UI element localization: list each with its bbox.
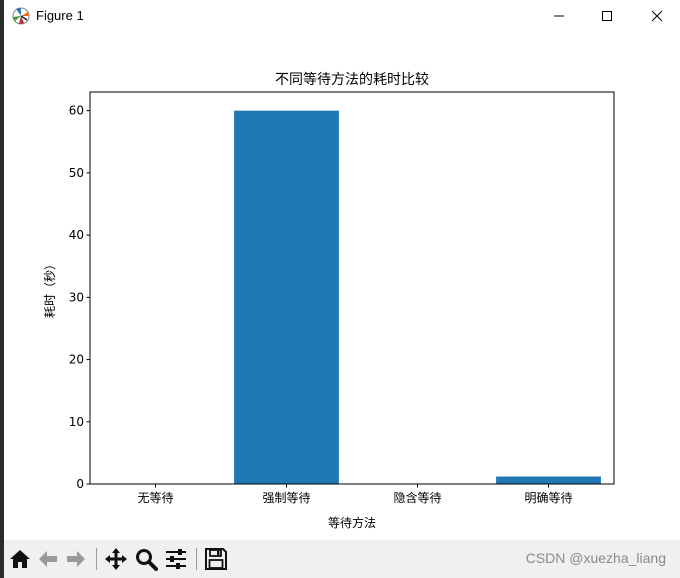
y-tick-label: 60 — [69, 104, 84, 118]
x-tick-label: 明确等待 — [524, 491, 572, 505]
y-axis-label: 耗时（秒） — [43, 258, 57, 318]
maximize-icon — [602, 11, 612, 21]
window-titlebar: Figure 1 — [4, 0, 680, 32]
navigation-toolbar: CSDN @xuezha_liang — [4, 540, 680, 578]
bar-chart: 不同等待方法的耗时比较 0 10 20 30 40 50 60 无等待 强制等待 隐含等待 明确等… — [43, 71, 615, 530]
home-icon[interactable] — [8, 547, 32, 571]
toolbar-separator — [196, 548, 197, 570]
y-tick-label: 30 — [69, 290, 84, 304]
pan-icon[interactable] — [104, 547, 128, 571]
bar-1 — [234, 110, 339, 485]
x-tick-label: 隐含等待 — [393, 490, 441, 505]
figure-canvas: 不同等待方法的耗时比较 0 10 20 30 40 50 60 无等待 强制等待 隐含等待 明确等… — [4, 32, 680, 540]
window-title: Figure 1 — [36, 8, 84, 23]
minimize-icon — [554, 15, 564, 17]
matplotlib-icon — [12, 7, 30, 25]
close-button[interactable] — [634, 0, 680, 32]
minimize-button[interactable] — [536, 0, 582, 32]
configure-subplots-icon[interactable] — [164, 547, 188, 571]
x-axis-label: 等待方法 — [328, 515, 376, 530]
y-tick-label: 0 — [76, 477, 84, 491]
close-icon — [651, 10, 663, 22]
bar-3 — [496, 476, 601, 484]
y-tick-label: 50 — [69, 166, 84, 180]
watermark: CSDN @xuezha_liang — [525, 550, 666, 566]
left-edge-strip — [0, 0, 4, 578]
x-tick-label: 强制等待 — [262, 491, 310, 505]
toolbar-separator — [96, 548, 97, 570]
y-tick-label: 40 — [69, 228, 84, 242]
y-tick-label: 20 — [69, 353, 84, 367]
y-tick-label: 10 — [69, 415, 84, 429]
save-icon[interactable] — [204, 547, 228, 571]
zoom-icon[interactable] — [134, 547, 158, 571]
x-tick-label: 无等待 — [137, 491, 173, 505]
chart-title: 不同等待方法的耗时比较 — [275, 71, 429, 88]
maximize-button[interactable] — [584, 0, 630, 32]
back-icon[interactable] — [36, 547, 60, 571]
plot-frame — [89, 91, 615, 485]
forward-icon[interactable] — [64, 547, 88, 571]
